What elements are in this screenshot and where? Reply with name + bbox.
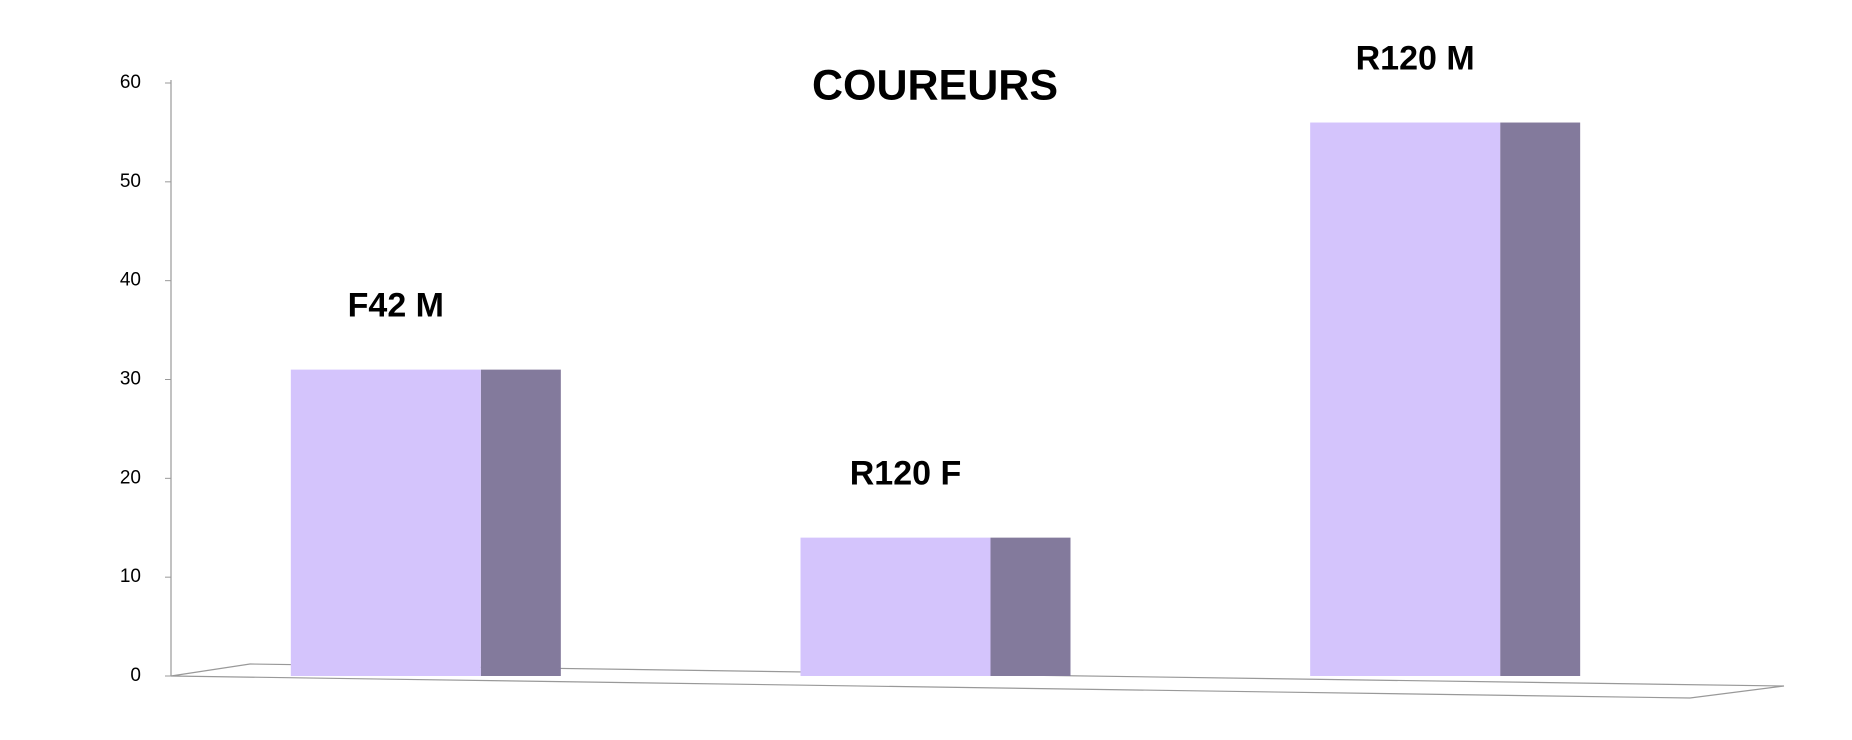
chart-title: COUREURS: [812, 61, 1058, 109]
bar: [800, 537, 991, 676]
y-tick-label: 30: [120, 369, 141, 390]
bar: [1310, 122, 1501, 677]
y-tick-label: 10: [120, 566, 141, 587]
bar-label: R120 M: [1356, 40, 1475, 78]
floor: [170, 663, 1785, 699]
y-tick-label: 40: [120, 270, 141, 291]
bar: [290, 369, 481, 676]
bar-label: F42 M: [348, 287, 444, 325]
bar-side: [480, 369, 561, 676]
y-tick-label: 60: [120, 72, 141, 93]
bar-label: R120 F: [850, 455, 962, 493]
y-tick-label: 0: [130, 665, 141, 686]
y-tick-label: 20: [120, 467, 141, 488]
bar-side: [990, 537, 1071, 676]
y-tick-label: 50: [120, 171, 141, 192]
bar-side: [1500, 122, 1581, 677]
